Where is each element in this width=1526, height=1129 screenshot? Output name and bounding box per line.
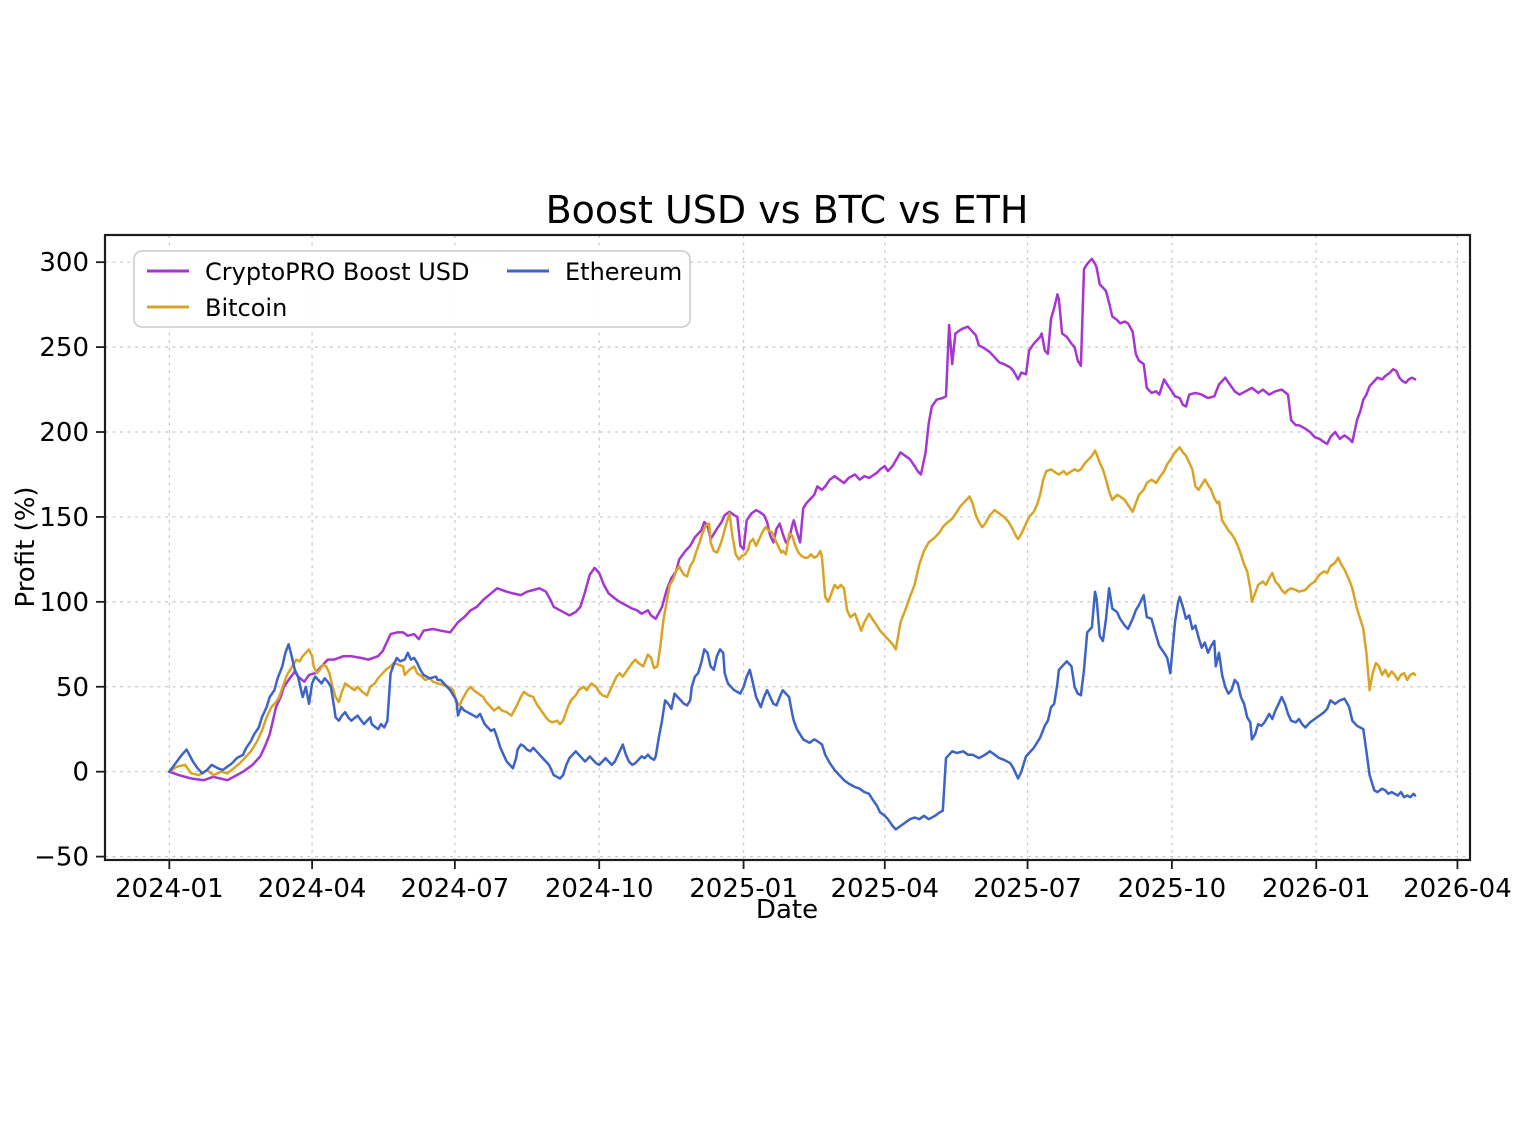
y-tick-label: 100	[39, 588, 89, 618]
y-tick-label: 250	[39, 333, 89, 363]
y-axis-label: Profit (%)	[11, 486, 41, 607]
y-tick-label: 200	[39, 418, 89, 448]
tick-layer: 2024-01 2024-04 2024-07 2024-10 2025-01 2025-…	[34, 248, 1512, 904]
x-tick-label: 2025-01	[689, 874, 798, 904]
x-tick-label: 2025-04	[830, 874, 939, 904]
x-tick-label: 2024-01	[115, 874, 224, 904]
y-tick-label: 300	[39, 248, 89, 278]
series-layer	[168, 257, 1417, 831]
plot-frame	[103, 233, 1472, 862]
y-tick-label: 50	[56, 673, 89, 703]
x-tick-label: 2025-07	[973, 874, 1082, 904]
y-tick-label: −50	[34, 843, 89, 873]
x-tick-label: 2024-10	[545, 874, 654, 904]
series-line-cryptopro-boost-usd	[168, 257, 1417, 782]
x-tick-label: 2024-04	[258, 874, 367, 904]
legend-label-cryptopro-boost-usd: CryptoPRO Boost USD	[205, 258, 469, 286]
legend-label-bitcoin: Bitcoin	[205, 294, 287, 322]
series-line-bitcoin	[168, 446, 1417, 777]
x-tick-label: 2025-10	[1118, 874, 1227, 904]
y-tick-label: 0	[72, 758, 89, 788]
y-tick-label: 150	[39, 503, 89, 533]
x-tick-label: 2024-07	[401, 874, 510, 904]
series-line-ethereum	[168, 587, 1417, 831]
legend: CryptoPRO Boost USD Bitcoin Ethereum	[133, 250, 691, 328]
legend-label-ethereum: Ethereum	[565, 258, 682, 286]
x-tick-label: 2026-04	[1403, 874, 1512, 904]
legend-box	[133, 250, 691, 328]
x-tick-label: 2026-01	[1262, 874, 1371, 904]
x-axis-label: Date	[756, 895, 818, 925]
chart-title: Boost USD vs BTC vs ETH	[546, 188, 1029, 232]
